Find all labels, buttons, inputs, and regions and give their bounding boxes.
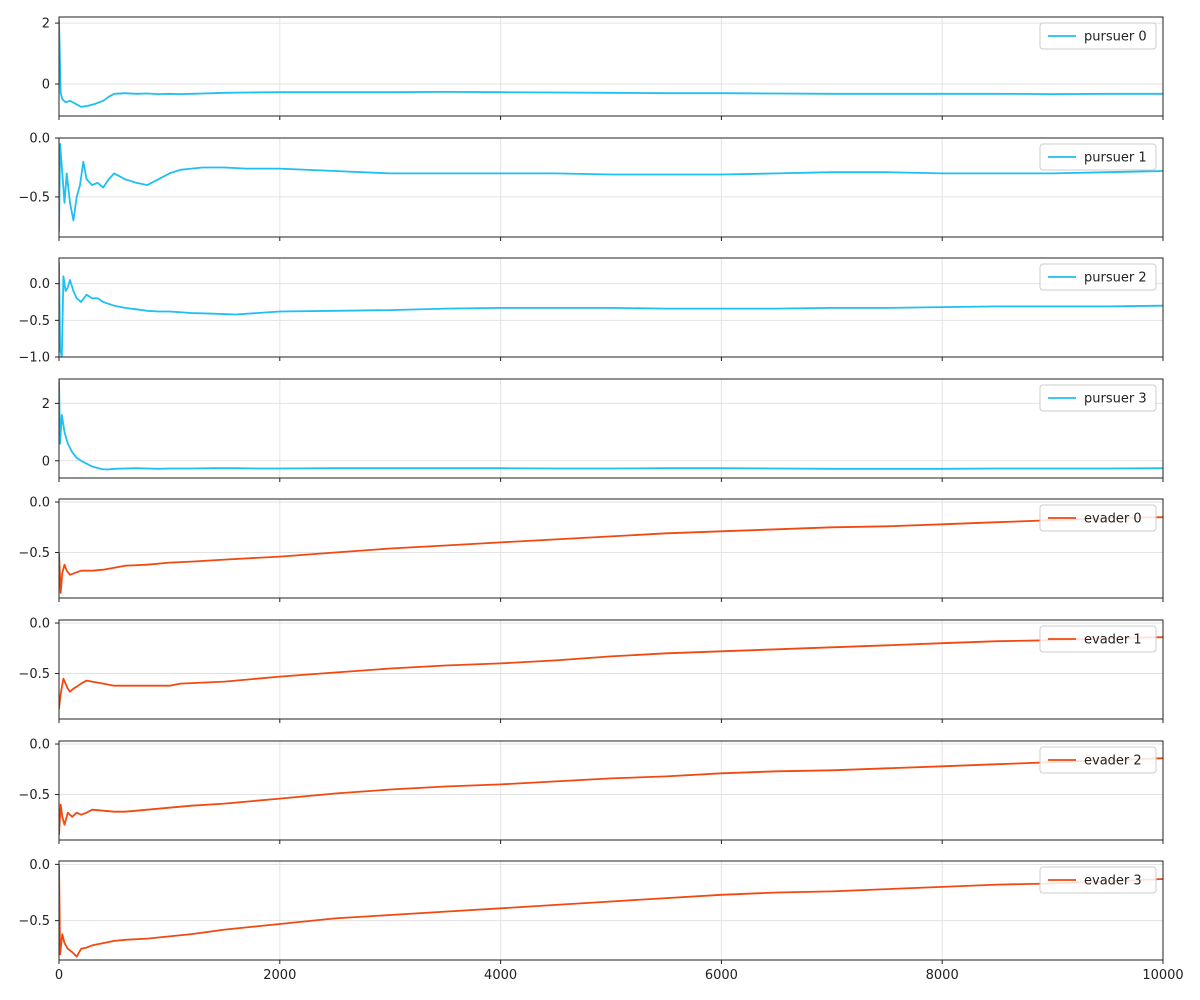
series-line (59, 636, 1163, 710)
axes-frame (58, 619, 1164, 720)
legend: pursuer 3 (1039, 384, 1157, 412)
legend-label: pursuer 2 (1084, 271, 1147, 286)
legend-box (1039, 263, 1157, 291)
series-line (59, 864, 1163, 958)
y-tick-label: 0.0 (29, 738, 50, 753)
y-tick-label: −0.5 (18, 667, 50, 682)
legend-box (1039, 866, 1157, 894)
series-line (59, 757, 1163, 835)
y-tick-label: 0 (42, 78, 50, 93)
y-tick-label: 0.0 (29, 858, 50, 873)
legend-label: evader 0 (1084, 512, 1142, 527)
x-tick-label: 4000 (484, 968, 517, 983)
legend: pursuer 2 (1039, 263, 1157, 291)
subplot-4: 0 2 pursuer 3 (42, 378, 1164, 482)
subplot-5: −0.5 0.0 evader 0 (18, 496, 1164, 602)
subplot-2: −0.5 0.0 pursuer 1 (18, 132, 1164, 241)
y-tick-label: −0.5 (18, 314, 50, 329)
y-tick-label: 2 (42, 17, 50, 32)
x-tick-label: 6000 (705, 968, 738, 983)
series-line (59, 380, 1163, 471)
legend-label: pursuer 1 (1084, 151, 1147, 166)
subplot-3: −1.0 −0.5 0.0 pursuer 2 (18, 257, 1164, 366)
x-tick-label: 2000 (263, 968, 296, 983)
axes-frame (58, 740, 1164, 841)
series-line (59, 143, 1163, 233)
subplot-8: 0 2000 4000 6000 8000 10000 −0.5 0.0 evader 3 (18, 858, 1183, 983)
x-tick-label: 0 (55, 968, 63, 983)
legend-label: pursuer 3 (1084, 392, 1147, 407)
y-tick-label: −0.5 (18, 788, 50, 803)
legend: pursuer 1 (1039, 143, 1157, 171)
legend-box (1039, 504, 1157, 532)
legend-box (1039, 746, 1157, 774)
axes-frame (58, 378, 1164, 479)
axes-frame (58, 498, 1164, 599)
axes-frame (58, 257, 1164, 358)
x-tick-label: 10000 (1142, 968, 1183, 983)
y-tick-label: 0.0 (29, 496, 50, 511)
y-tick-label: −1.0 (18, 351, 50, 366)
x-tick-label: 8000 (926, 968, 959, 983)
y-tick-label: −0.5 (18, 546, 50, 561)
subplot-7: −0.5 0.0 evader 2 (18, 738, 1164, 844)
legend: evader 0 (1039, 504, 1157, 532)
series-line (59, 19, 1163, 108)
legend: evader 3 (1039, 866, 1157, 894)
legend-label: pursuer 0 (1084, 30, 1147, 45)
legend: pursuer 0 (1039, 22, 1157, 50)
subplot-6: −0.5 0.0 evader 1 (18, 617, 1164, 723)
subplot-1: 0 2 pursuer 0 (42, 16, 1164, 120)
legend-box (1039, 22, 1157, 50)
y-tick-label: 0 (42, 454, 50, 469)
axes-frame (58, 860, 1164, 961)
y-tick-label: 0.0 (29, 617, 50, 632)
legend-label: evader 2 (1084, 754, 1142, 769)
legend-label: evader 3 (1084, 874, 1142, 889)
y-tick-label: 0.0 (29, 277, 50, 292)
legend-box (1039, 384, 1157, 412)
axes-frame (58, 137, 1164, 238)
legend-box (1039, 625, 1157, 653)
legend-box (1039, 143, 1157, 171)
legend: evader 1 (1039, 625, 1157, 653)
legend: evader 2 (1039, 746, 1157, 774)
y-tick-label: 2 (42, 397, 50, 412)
legend-label: evader 1 (1084, 633, 1142, 648)
y-tick-label: −0.5 (18, 914, 50, 929)
series-line (59, 261, 1163, 357)
y-tick-label: 0.0 (29, 132, 50, 147)
y-tick-label: −0.5 (18, 190, 50, 205)
series-line (59, 516, 1163, 594)
axes-frame (58, 16, 1164, 117)
